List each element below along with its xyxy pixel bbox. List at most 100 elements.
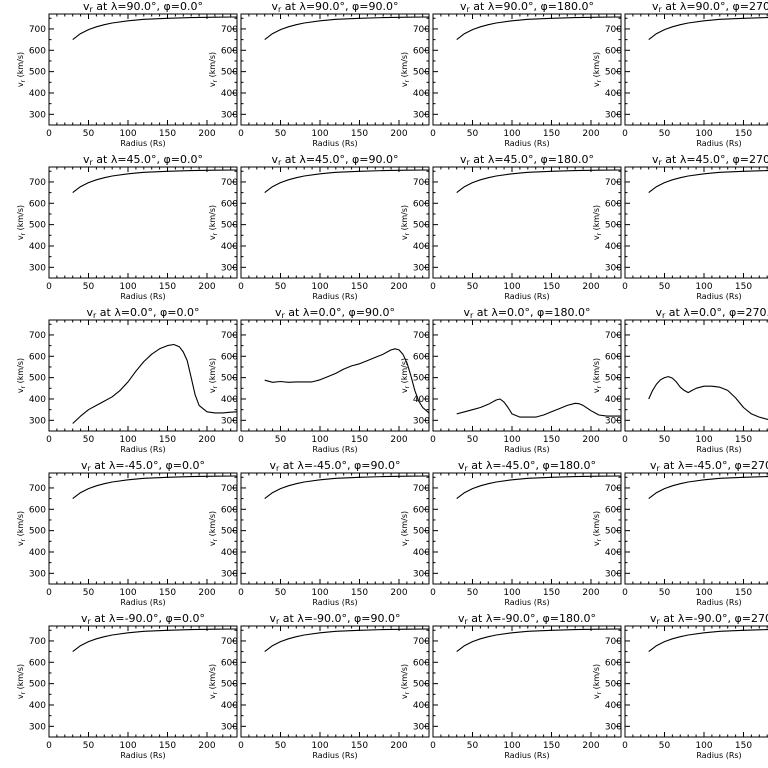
x-axis-label: Radius (Rs) bbox=[696, 751, 741, 760]
y-tick-label: 500 bbox=[221, 221, 238, 231]
series-line bbox=[648, 17, 768, 41]
x-tick-label: 0 bbox=[46, 588, 52, 598]
y-tick-label: 500 bbox=[605, 527, 622, 537]
plot-frame bbox=[240, 319, 430, 432]
x-axis-label: Radius (Rs) bbox=[504, 598, 549, 607]
x-tick-label: 0 bbox=[430, 588, 436, 598]
x-tick-label: 200 bbox=[390, 282, 407, 292]
y-tick-label: 300 bbox=[29, 110, 46, 120]
y-tick-label: 500 bbox=[413, 527, 430, 537]
plot-frame bbox=[624, 166, 768, 279]
x-tick-label: 200 bbox=[198, 741, 215, 751]
y-tick-label: 300 bbox=[413, 263, 430, 273]
x-tick-label: 50 bbox=[467, 282, 479, 292]
y-tick-label: 400 bbox=[221, 548, 238, 558]
y-tick-label: 500 bbox=[605, 680, 622, 690]
y-tick-label: 300 bbox=[605, 263, 622, 273]
x-axis-label: Radius (Rs) bbox=[120, 139, 165, 148]
x-tick-label: 0 bbox=[238, 741, 244, 751]
x-tick-label: 200 bbox=[198, 588, 215, 598]
series-line bbox=[264, 16, 430, 41]
series-line bbox=[72, 628, 238, 653]
y-tick-label: 400 bbox=[605, 548, 622, 558]
y-tick-label: 400 bbox=[29, 701, 46, 711]
x-tick-label: 50 bbox=[275, 129, 287, 139]
y-axis-label: vr (km/s) bbox=[208, 511, 219, 546]
x-tick-label: 150 bbox=[735, 129, 752, 139]
x-tick-label: 0 bbox=[46, 435, 52, 445]
y-tick-label: 600 bbox=[221, 658, 238, 668]
y-axis-label: vr (km/s) bbox=[400, 664, 411, 699]
y-tick-label: 700 bbox=[221, 25, 238, 35]
y-tick-label: 600 bbox=[605, 352, 622, 362]
x-tick-label: 100 bbox=[119, 741, 136, 751]
x-tick-label: 100 bbox=[503, 588, 520, 598]
plot-frame bbox=[240, 472, 430, 585]
x-tick-label: 200 bbox=[198, 282, 215, 292]
x-tick-label: 100 bbox=[695, 129, 712, 139]
y-tick-label: 300 bbox=[413, 110, 430, 120]
x-tick-label: 0 bbox=[430, 129, 436, 139]
x-tick-label: 50 bbox=[275, 588, 287, 598]
series-line bbox=[456, 16, 622, 41]
x-tick-label: 150 bbox=[351, 741, 368, 751]
x-axis-label: Radius (Rs) bbox=[120, 751, 165, 760]
x-axis-label: Radius (Rs) bbox=[312, 292, 357, 301]
x-tick-label: 100 bbox=[311, 129, 328, 139]
y-tick-label: 400 bbox=[413, 548, 430, 558]
x-tick-label: 50 bbox=[467, 435, 479, 445]
x-tick-label: 150 bbox=[159, 588, 176, 598]
y-tick-label: 300 bbox=[413, 722, 430, 732]
y-axis-label: vr (km/s) bbox=[400, 358, 411, 393]
y-tick-label: 300 bbox=[605, 722, 622, 732]
y-tick-label: 700 bbox=[413, 25, 430, 35]
x-axis-label: Radius (Rs) bbox=[312, 445, 357, 454]
x-tick-label: 200 bbox=[582, 741, 599, 751]
x-tick-label: 50 bbox=[467, 741, 479, 751]
x-tick-label: 200 bbox=[582, 129, 599, 139]
x-tick-label: 150 bbox=[351, 588, 368, 598]
series-line bbox=[264, 628, 430, 653]
x-tick-label: 100 bbox=[119, 435, 136, 445]
subplot-title: vr at λ=-45.0°, φ=0.0° bbox=[81, 459, 205, 473]
y-tick-label: 400 bbox=[605, 89, 622, 99]
y-tick-label: 400 bbox=[413, 701, 430, 711]
y-tick-label: 700 bbox=[29, 178, 46, 188]
y-tick-label: 500 bbox=[221, 680, 238, 690]
y-axis-label: vr (km/s) bbox=[400, 511, 411, 546]
y-tick-label: 400 bbox=[29, 548, 46, 558]
x-tick-label: 200 bbox=[582, 588, 599, 598]
y-tick-label: 300 bbox=[221, 722, 238, 732]
subplot-title: vr at λ=90.0°, φ=90.0° bbox=[271, 0, 398, 14]
y-axis-label: vr (km/s) bbox=[592, 358, 603, 393]
y-axis-label: vr (km/s) bbox=[592, 52, 603, 87]
subplot-5-2: vr at λ=-90.0°, φ=90.0° 0 50 100 150 200 300 40… bbox=[208, 612, 430, 760]
y-tick-label: 600 bbox=[29, 46, 46, 56]
subplot-title: vr at λ=90.0°, φ=270.0° bbox=[652, 0, 768, 14]
y-tick-label: 400 bbox=[413, 242, 430, 252]
subplot-title: vr at λ=90.0°, φ=0.0° bbox=[83, 0, 203, 14]
x-tick-label: 200 bbox=[582, 435, 599, 445]
y-tick-label: 300 bbox=[221, 569, 238, 579]
y-axis-label: vr (km/s) bbox=[208, 205, 219, 240]
x-tick-label: 0 bbox=[238, 282, 244, 292]
y-axis-label: vr (km/s) bbox=[16, 52, 27, 87]
subplot-title: vr at λ=-90.0°, φ=270.0° bbox=[650, 612, 768, 626]
y-tick-label: 500 bbox=[221, 527, 238, 537]
x-tick-label: 200 bbox=[390, 129, 407, 139]
y-tick-label: 700 bbox=[29, 484, 46, 494]
x-tick-label: 0 bbox=[430, 282, 436, 292]
y-tick-label: 500 bbox=[413, 680, 430, 690]
x-tick-label: 100 bbox=[695, 435, 712, 445]
plot-frame bbox=[432, 319, 622, 432]
y-tick-label: 300 bbox=[413, 416, 430, 426]
plot-frame bbox=[624, 319, 768, 432]
x-tick-label: 0 bbox=[238, 435, 244, 445]
subplot-title: vr at λ=45.0°, φ=270.0° bbox=[652, 153, 768, 167]
y-tick-label: 300 bbox=[29, 416, 46, 426]
y-tick-label: 300 bbox=[413, 569, 430, 579]
plot-frame bbox=[624, 13, 768, 126]
x-tick-label: 150 bbox=[543, 588, 560, 598]
subplot-title: vr at λ=-90.0°, φ=180.0° bbox=[458, 612, 596, 626]
y-tick-label: 300 bbox=[29, 722, 46, 732]
